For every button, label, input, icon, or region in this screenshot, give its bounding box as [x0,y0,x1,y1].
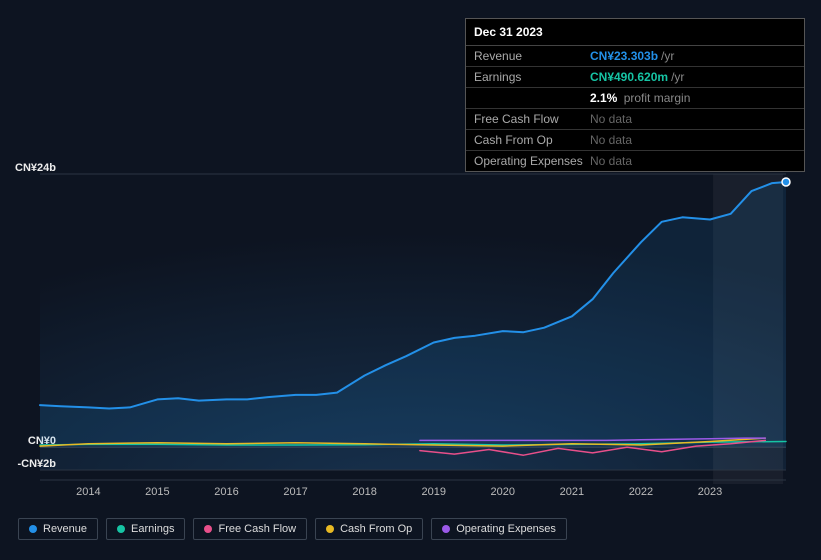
legend-item[interactable]: Operating Expenses [431,518,567,540]
legend-label: Revenue [43,523,87,535]
legend-label: Free Cash Flow [218,523,296,535]
x-axis-label: 2023 [698,486,722,498]
legend-label: Operating Expenses [456,523,556,535]
x-axis-label: 2014 [76,486,100,498]
x-axis-label: 2018 [352,486,376,498]
legend-dot-icon [29,525,37,533]
x-axis-label: 2022 [629,486,653,498]
x-axis-label: 2017 [283,486,307,498]
x-axis-label: 2016 [214,486,238,498]
financials-chart[interactable]: CN¥24bCN¥0-CN¥2b201420152016201720182019… [0,0,821,560]
legend: Revenue Earnings Free Cash Flow Cash From O… [18,518,567,540]
legend-item[interactable]: Free Cash Flow [193,518,307,540]
y-axis-label: -CN¥2b [17,458,56,470]
legend-label: Cash From Op [340,523,412,535]
legend-dot-icon [204,525,212,533]
x-axis-label: 2015 [145,486,169,498]
legend-dot-icon [326,525,334,533]
chart-panel: { "layout": { "width": 821, "height": 56… [0,0,821,560]
legend-dot-icon [442,525,450,533]
legend-item[interactable]: Revenue [18,518,98,540]
legend-dot-icon [117,525,125,533]
x-axis-label: 2021 [560,486,584,498]
hover-marker [782,178,790,186]
x-axis-label: 2019 [421,486,445,498]
legend-label: Earnings [131,523,174,535]
legend-item[interactable]: Earnings [106,518,185,540]
x-axis-label: 2020 [491,486,515,498]
legend-item[interactable]: Cash From Op [315,518,423,540]
y-axis-label: CN¥24b [15,162,56,174]
